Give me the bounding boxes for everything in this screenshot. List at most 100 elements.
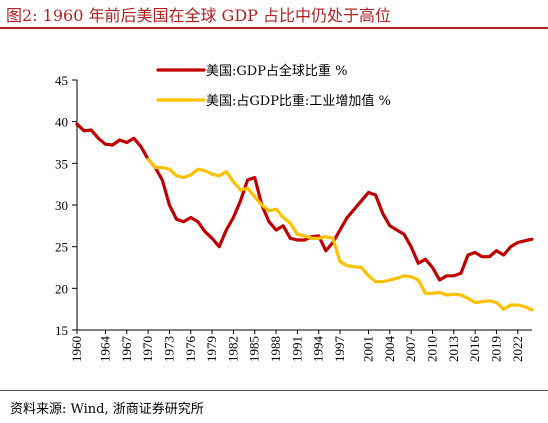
data-point-industry-share <box>531 309 533 311</box>
x-tick-label: 2004 <box>382 336 397 363</box>
data-point-gdp-share <box>445 275 448 277</box>
data-point-gdp-share <box>282 225 284 227</box>
data-point-gdp-share <box>90 129 93 131</box>
data-point-gdp-share <box>509 245 512 248</box>
x-tick-label: 2019 <box>488 336 503 362</box>
data-point-industry-share <box>502 308 505 310</box>
data-point-industry-share <box>488 300 491 302</box>
series-line-industry-share <box>146 157 534 312</box>
data-point-gdp-share <box>175 218 178 220</box>
data-point-gdp-share <box>325 250 327 252</box>
data-point-industry-share <box>282 216 284 219</box>
data-point-gdp-share <box>289 237 292 240</box>
x-tick-label: 1970 <box>140 336 155 362</box>
data-point-industry-share <box>460 294 462 296</box>
legend-label: 美国:占GDP比重:工业增加值 % <box>206 93 391 109</box>
x-tick-label: 1976 <box>183 336 198 363</box>
y-tick-label: 40 <box>55 115 68 130</box>
x-tick-label: 1960 <box>69 336 84 362</box>
data-point-industry-share <box>403 275 405 277</box>
data-point-gdp-share <box>431 266 434 269</box>
data-point-industry-share <box>268 210 270 212</box>
x-tick-label: 1994 <box>311 336 326 363</box>
data-point-gdp-share <box>346 216 348 219</box>
data-point-gdp-share <box>381 212 384 215</box>
data-point-industry-share <box>310 237 313 240</box>
data-point-industry-share <box>296 233 299 235</box>
x-tick-label: 1973 <box>161 336 176 362</box>
data-point-industry-share <box>524 305 526 308</box>
data-point-industry-share <box>303 235 306 237</box>
y-tick-label: 35 <box>55 156 68 171</box>
data-point-industry-share <box>332 237 334 240</box>
data-point-gdp-share <box>246 179 249 181</box>
data-point-gdp-share <box>218 245 220 248</box>
data-point-gdp-share <box>253 176 256 179</box>
x-tick-label: 1988 <box>268 336 283 362</box>
data-point-industry-share <box>445 294 448 296</box>
data-point-industry-share <box>516 304 519 306</box>
data-point-industry-share <box>147 158 149 160</box>
x-tick-label: 2013 <box>446 336 461 362</box>
data-point-industry-share <box>495 301 498 304</box>
data-point-gdp-share <box>133 137 135 140</box>
data-point-gdp-share <box>161 179 164 181</box>
x-tick-label: 2007 <box>403 336 418 363</box>
source-note: 资料来源: Wind, 浙商证券研究所 <box>10 402 204 417</box>
data-point-gdp-share <box>452 275 455 277</box>
data-point-gdp-share <box>360 200 363 202</box>
y-tick-label: 20 <box>55 281 68 296</box>
data-point-industry-share <box>289 222 292 225</box>
data-point-gdp-share <box>424 258 427 260</box>
data-point-industry-share <box>346 265 348 267</box>
data-point-industry-share <box>367 275 370 277</box>
data-point-industry-share <box>389 279 391 281</box>
data-point-gdp-share <box>438 279 441 281</box>
data-point-industry-share <box>218 175 220 177</box>
data-point-gdp-share <box>197 220 199 223</box>
data-point-industry-share <box>509 304 512 306</box>
data-point-industry-share <box>175 175 178 177</box>
data-point-industry-share <box>360 266 363 269</box>
data-point-industry-share <box>381 280 384 283</box>
data-point-gdp-share <box>481 255 484 258</box>
data-point-gdp-share <box>502 254 505 256</box>
data-point-gdp-share <box>140 145 142 148</box>
data-point-gdp-share <box>410 245 412 248</box>
data-point-gdp-share <box>204 230 206 233</box>
data-point-industry-share <box>374 280 377 283</box>
figure-title: 图2: 1960 年前后美国在全球 GDP 占比中仍处于高位 <box>6 6 392 25</box>
title-divider <box>0 27 548 29</box>
x-tick-label: 1997 <box>332 336 347 363</box>
legend-label: 美国:GDP占全球比重 % <box>206 63 347 79</box>
x-tick-label: 1967 <box>119 336 134 363</box>
data-point-industry-share <box>154 166 157 169</box>
data-point-industry-share <box>396 277 398 280</box>
data-point-gdp-share <box>182 220 185 223</box>
data-point-industry-share <box>438 291 441 294</box>
data-point-industry-share <box>325 235 327 238</box>
data-point-gdp-share <box>239 200 242 202</box>
x-tick-label: 2016 <box>467 336 482 363</box>
x-tick-label: 2022 <box>510 336 525 362</box>
data-point-gdp-share <box>118 139 121 141</box>
data-point-industry-share <box>317 237 320 240</box>
data-point-industry-share <box>410 275 412 278</box>
data-point-gdp-share <box>111 144 114 146</box>
data-point-gdp-share <box>367 191 370 194</box>
data-point-industry-share <box>353 265 356 268</box>
data-point-industry-share <box>261 204 263 206</box>
data-point-gdp-share <box>232 216 235 219</box>
x-tick-label: 2010 <box>424 336 439 362</box>
data-point-gdp-share <box>317 235 320 237</box>
data-point-industry-share <box>467 297 469 300</box>
data-point-gdp-share <box>275 229 277 231</box>
data-point-gdp-share <box>516 241 519 244</box>
x-tick-label: 1985 <box>247 336 262 362</box>
data-point-gdp-share <box>97 137 100 140</box>
y-tick-label: 25 <box>55 240 68 255</box>
data-point-industry-share <box>225 170 228 173</box>
data-point-gdp-share <box>339 229 341 231</box>
data-point-gdp-share <box>76 123 78 125</box>
data-point-industry-share <box>211 173 213 175</box>
